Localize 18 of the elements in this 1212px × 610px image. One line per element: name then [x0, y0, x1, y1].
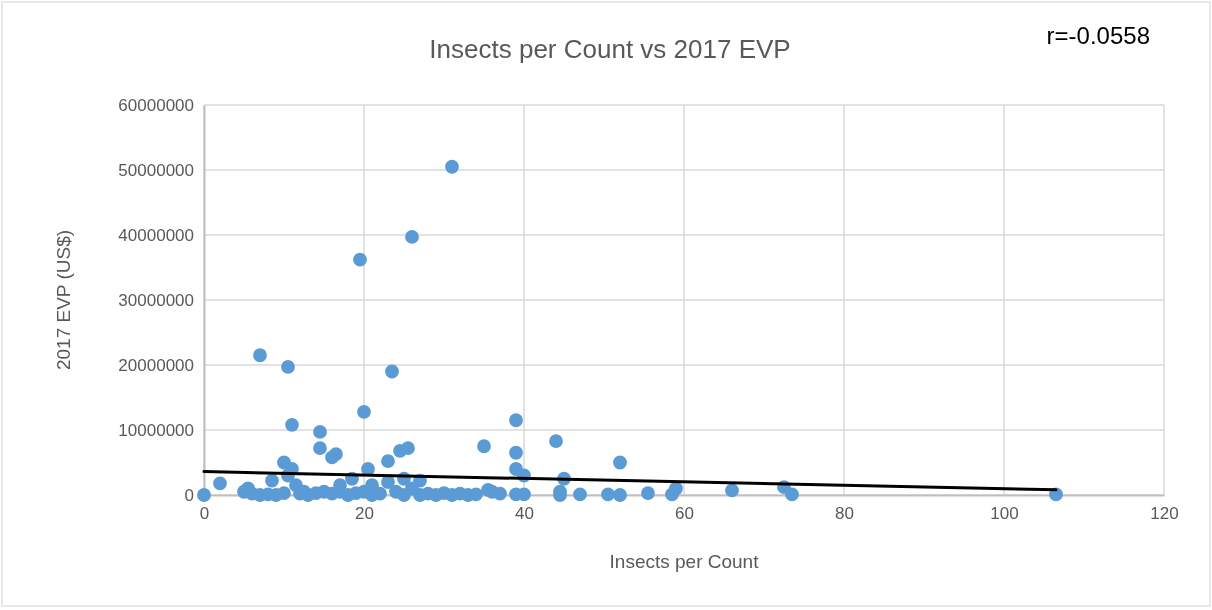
x-tick-label: 120	[1150, 504, 1179, 524]
y-tick-label: 50000000	[118, 160, 194, 180]
x-tick-label: 60	[675, 504, 694, 524]
x-tick-label: 80	[835, 504, 854, 524]
x-tick-label: 100	[990, 504, 1019, 524]
x-tick-label: 20	[355, 504, 374, 524]
x-tick-label: 0	[199, 504, 210, 524]
y-tick-label: 40000000	[118, 225, 194, 245]
text: r=-0.0558	[1046, 22, 1150, 49]
y-tick-label: 60000000	[118, 95, 194, 115]
chart-title: Insects per Count vs 2017 EVP	[429, 34, 791, 64]
y-tick-label: 20000000	[118, 355, 194, 375]
y-axis-title: 2017 EVP (US$)	[53, 229, 74, 371]
y-tick-label: 0	[184, 485, 194, 505]
x-tick-label: 40	[515, 504, 534, 524]
y-tick-label: 10000000	[118, 420, 194, 440]
x-axis-title: Insects per Count	[609, 551, 760, 572]
y-tick-label: 30000000	[118, 290, 194, 310]
